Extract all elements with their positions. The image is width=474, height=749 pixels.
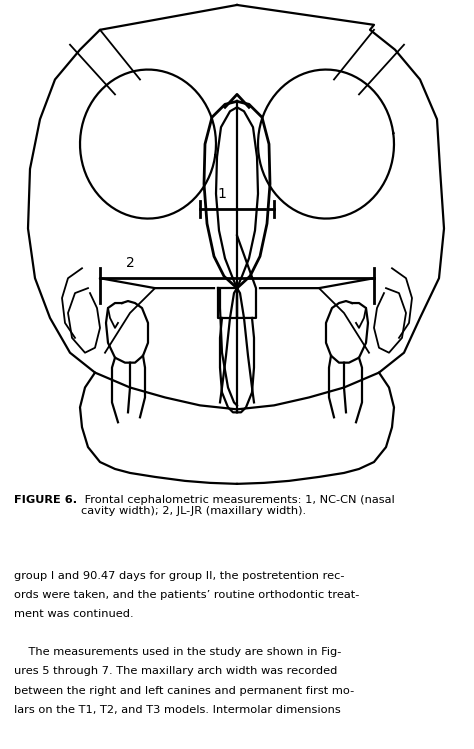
Text: ment was continued.: ment was continued. xyxy=(14,609,134,619)
Text: 2: 2 xyxy=(126,256,134,270)
Text: ords were taken, and the patients’ routine orthodontic treat-: ords were taken, and the patients’ routi… xyxy=(14,590,360,600)
Text: ures 5 through 7. The maxillary arch width was recorded: ures 5 through 7. The maxillary arch wid… xyxy=(14,667,337,676)
Text: group I and 90.47 days for group II, the postretention rec-: group I and 90.47 days for group II, the… xyxy=(14,571,345,580)
Text: lars on the T1, T2, and T3 models. Intermolar dimensions: lars on the T1, T2, and T3 models. Inter… xyxy=(14,705,341,715)
Text: The measurements used in the study are shown in Fig-: The measurements used in the study are s… xyxy=(14,647,342,658)
Text: between the right and left canines and permanent first mo-: between the right and left canines and p… xyxy=(14,685,355,696)
Text: 1: 1 xyxy=(218,187,227,201)
Text: Frontal cephalometric measurements: 1, NC-CN (nasal
cavity width); 2, JL-JR (max: Frontal cephalometric measurements: 1, N… xyxy=(81,495,395,516)
Text: FIGURE 6.: FIGURE 6. xyxy=(14,495,77,505)
